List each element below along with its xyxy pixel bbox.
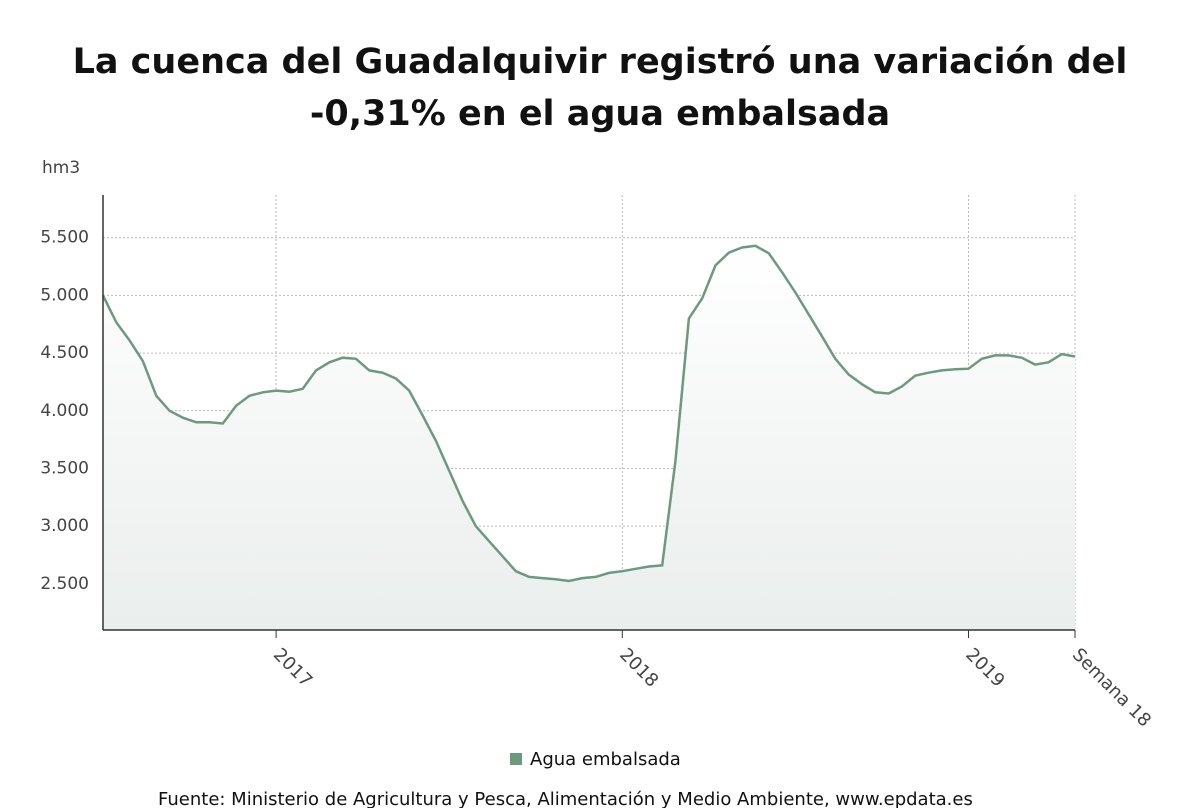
legend-swatch: [510, 753, 522, 765]
x-tick-label: Semana 18: [1068, 644, 1155, 731]
line: [101, 244, 1076, 583]
y-tick-label: 5.000: [40, 285, 89, 305]
chart-title: La cuenca del Guadalquivir registró una …: [72, 42, 1128, 134]
area: [103, 245, 1075, 631]
y-tick-label: 4.000: [40, 401, 89, 421]
x-tick-label: 2019: [961, 644, 1008, 691]
x-tick-label: 2018: [615, 644, 662, 691]
y-tick-label: 5.500: [40, 228, 89, 248]
y-tick-label: 4.500: [40, 343, 89, 363]
y-tick-label: 3.000: [40, 516, 89, 536]
x-tick-label: 2017: [269, 644, 316, 691]
y-axis-label: hm3: [42, 158, 80, 178]
legend-label: Agua embalsada: [530, 749, 681, 770]
y-tick-label: 3.500: [40, 458, 89, 478]
y-tick-label: 2.500: [40, 574, 89, 594]
source: Fuente: Ministerio de Agricultura y Pesc…: [158, 789, 973, 808]
